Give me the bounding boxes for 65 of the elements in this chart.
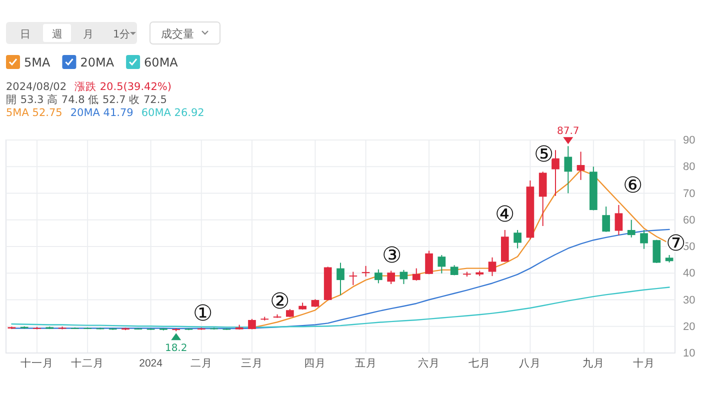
x-tick-label: 四月: [304, 357, 326, 370]
x-tick-label: 2024: [139, 357, 163, 370]
text: 週: [52, 28, 63, 40]
text: 2024/08/02: [6, 81, 67, 93]
y-tick-label: 80: [683, 161, 696, 174]
y-tick-label: 60: [683, 214, 696, 226]
candlestick: [614, 204, 623, 236]
legend-label: 60MA: [144, 56, 179, 70]
annotation: ⑤: [534, 142, 554, 168]
candlestick: [488, 256, 496, 277]
x-tick-label: 三月: [240, 357, 263, 370]
y-tick-label: 40: [683, 268, 696, 280]
x-tick-label: 十一月: [20, 356, 54, 370]
text: 漲跌 20.5(39.42%): [74, 81, 172, 93]
candlestick: [514, 229, 522, 249]
candlestick: [336, 262, 344, 296]
text: 1分: [113, 28, 131, 40]
annotation: 18.2: [164, 343, 188, 354]
annotation: ③: [382, 244, 402, 268]
y-tick-label: 70: [683, 188, 696, 200]
annotation: ④: [495, 202, 515, 228]
text: 60MA 26.92: [141, 107, 204, 119]
candlestick: [412, 268, 420, 282]
candlestick: [362, 265, 370, 278]
annotation: ①: [193, 302, 213, 326]
candlestick: [387, 270, 396, 285]
candlestick: [400, 269, 408, 285]
x-tick-label: 五月: [354, 357, 377, 370]
candlestick: [564, 146, 572, 194]
candlestick: [602, 206, 610, 232]
candlestick: [438, 254, 446, 274]
x-tick-label: 七月: [468, 356, 491, 370]
text: 日: [20, 28, 31, 40]
annotation: 87.7: [557, 126, 580, 138]
candlestick: [450, 264, 458, 276]
x-tick-label: 九月: [582, 356, 604, 370]
legend-label: 5MA: [24, 56, 51, 70]
candlestick: [576, 151, 585, 180]
x-tick-label: 六月: [418, 356, 440, 370]
candlestick: [627, 219, 636, 238]
y-tick-label: 10: [683, 348, 696, 360]
candlestick: [552, 150, 560, 196]
text: 月: [83, 28, 94, 40]
text: 成交量: [161, 28, 194, 40]
x-tick-label: 十二月: [71, 356, 104, 370]
y-tick-label: 30: [683, 294, 696, 306]
candlestick: [248, 318, 256, 330]
text: 20MA 41.79: [70, 107, 134, 119]
annotation: ⑥: [623, 174, 643, 198]
candlestick: [538, 171, 547, 226]
y-tick-label: 20: [683, 320, 696, 333]
candlestick: [374, 268, 382, 284]
candlestick: [652, 239, 661, 264]
candlestick: [349, 271, 358, 286]
annotation: ②: [270, 290, 290, 314]
text: 5MA 52.75: [6, 107, 62, 119]
y-tick-label: 90: [683, 134, 696, 147]
text: 開 53.3 高 74.8 低 52.7 收 72.5: [6, 93, 167, 106]
legend-label: 20MA: [80, 56, 115, 70]
x-tick-label: 八月: [519, 357, 542, 370]
x-tick-label: 十月: [633, 356, 656, 370]
x-tick-label: 二月: [190, 357, 212, 370]
line-series: [11, 286, 670, 328]
candlestick: [640, 229, 648, 250]
candlestick: [425, 250, 433, 275]
